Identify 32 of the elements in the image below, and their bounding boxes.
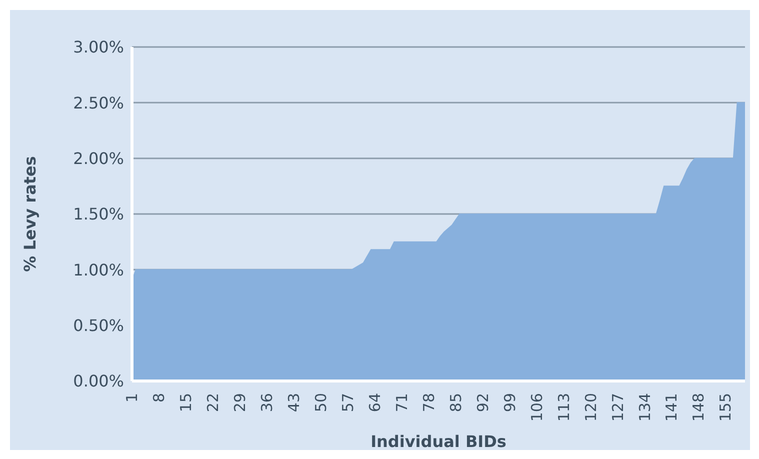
x-tick-label: 134 [636, 393, 654, 422]
x-tick-label: 99 [500, 393, 519, 412]
x-tick-label: 85 [446, 393, 465, 412]
y-tick-label: 3.00% [73, 38, 124, 57]
x-tick-label: 155 [716, 393, 735, 422]
x-tick-label: 148 [690, 393, 708, 422]
x-tick-label: 113 [554, 393, 573, 422]
y-axis-title: % Levy rates [20, 156, 40, 272]
x-tick-label: 71 [392, 393, 411, 412]
y-tick-label: 0.50% [73, 316, 124, 336]
x-axis-title: Individual BIDs [370, 432, 506, 451]
x-tick-label: 15 [176, 393, 195, 412]
y-tick-label: 2.00% [73, 149, 124, 168]
y-tick-label: 0.00% [73, 372, 124, 391]
x-tick-label: 127 [608, 393, 627, 422]
x-tick-label: 1 [123, 393, 141, 403]
x-tick-label: 8 [150, 393, 168, 403]
y-tick-label: 2.50% [73, 93, 124, 112]
y-tick-label: 1.50% [73, 204, 124, 224]
x-tick-label: 106 [528, 393, 546, 422]
x-tick-label: 43 [284, 393, 303, 412]
y-tick-label: 1.00% [73, 260, 124, 280]
x-tick-label: 29 [230, 393, 249, 412]
x-tick-label: 64 [366, 393, 384, 412]
x-tick-label: 141 [662, 393, 681, 422]
x-tick-label: 92 [474, 393, 492, 412]
x-tick-label: 36 [258, 393, 276, 412]
x-tick-label: 57 [338, 393, 357, 412]
x-tick-label: 120 [582, 393, 600, 422]
x-tick-label: 50 [312, 393, 330, 412]
x-tick-label: 22 [204, 393, 222, 412]
x-tick-label: 78 [420, 393, 438, 412]
